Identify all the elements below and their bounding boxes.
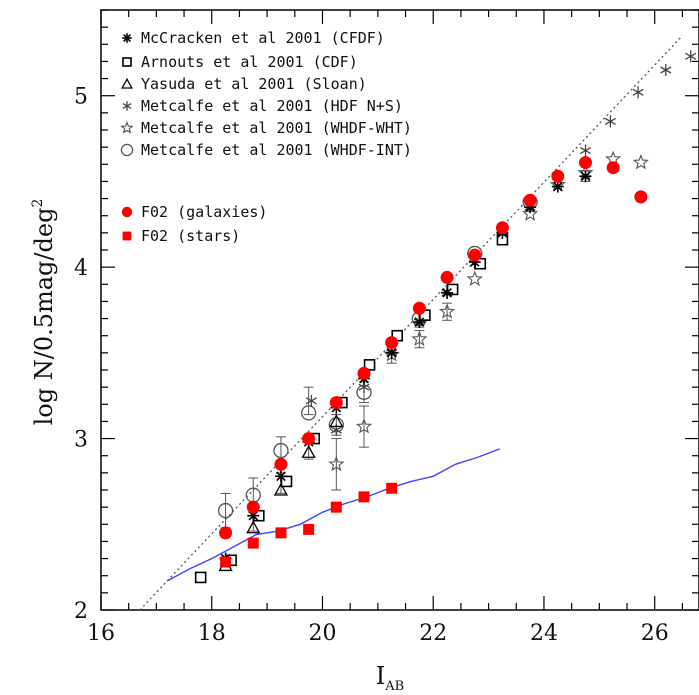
legend-label: Metcalfe et al 2001 (HDF N+S) bbox=[141, 97, 403, 115]
x-tick-label: 16 bbox=[87, 621, 115, 646]
data-point-circle-filled bbox=[385, 336, 399, 350]
data-point-star5-open bbox=[328, 455, 345, 472]
data-point-circle-filled bbox=[578, 156, 592, 170]
data-point-square-filled bbox=[358, 491, 370, 503]
x-axis-label-subscript: AB bbox=[384, 679, 404, 690]
x-tick-label: 26 bbox=[641, 621, 669, 646]
legend-label: F02 (galaxies) bbox=[141, 203, 267, 221]
y-tick-label: 2 bbox=[74, 599, 88, 624]
data-point-square-open bbox=[194, 571, 207, 584]
legend-marker bbox=[121, 77, 133, 89]
data-point-circle-filled bbox=[551, 169, 565, 183]
x-axis-label: IAB bbox=[376, 662, 404, 690]
data-point-star5-open bbox=[438, 303, 456, 319]
legend-marker bbox=[122, 57, 132, 67]
data-point-circle-open bbox=[300, 405, 317, 421]
data-point-star5-open bbox=[632, 154, 649, 170]
data-point-circle-filled bbox=[468, 248, 482, 262]
data-point-star6 bbox=[604, 115, 616, 128]
data-point-circle-filled bbox=[246, 500, 260, 514]
data-point-circle-filled bbox=[495, 221, 509, 235]
data-point-circle-filled bbox=[302, 432, 316, 446]
y-axis-label: log N/0.5mag/deg2 bbox=[30, 199, 58, 426]
data-point-star5-open bbox=[466, 270, 483, 287]
y-tick-label: 5 bbox=[74, 85, 88, 110]
legend-label: Metcalfe et al 2001 (WHDF-WHT) bbox=[141, 119, 412, 137]
data-point-circle-filled bbox=[634, 190, 648, 204]
plot-border bbox=[100, 9, 699, 611]
data-point-star6 bbox=[305, 394, 317, 407]
data-point-circle-filled bbox=[523, 193, 537, 207]
data-point-circle-filled bbox=[412, 301, 426, 315]
legend-label: Metcalfe et al 2001 (WHDF-INT) bbox=[141, 141, 412, 159]
data-point-asterisk bbox=[441, 286, 454, 299]
legend-label: McCracken et al 2001 (CFDF) bbox=[141, 29, 385, 47]
data-point-square-filled bbox=[330, 501, 342, 513]
data-point-circle-open bbox=[217, 502, 234, 519]
data-point-asterisk bbox=[274, 470, 287, 483]
data-point-square-filled bbox=[247, 537, 259, 549]
axis-ticks: 16 18 20 22 24 26 2 3 4 5 bbox=[74, 9, 699, 646]
data-point-triangle-open bbox=[301, 444, 316, 458]
legend-label: Arnouts et al 2001 (CDF) bbox=[141, 53, 358, 71]
data-point-circle-filled bbox=[274, 457, 288, 471]
legend-label: F02 (stars) bbox=[141, 227, 240, 245]
data-point-circle-filled bbox=[440, 270, 454, 284]
data-point-square-filled bbox=[220, 556, 232, 568]
data-point-asterisk bbox=[551, 180, 564, 193]
data-point-square-filled bbox=[275, 527, 287, 539]
data-point-square-filled bbox=[303, 523, 315, 535]
data-point-star5-open bbox=[411, 330, 428, 347]
reference-line bbox=[139, 35, 683, 611]
data-points bbox=[194, 50, 697, 584]
legend-marker bbox=[120, 120, 134, 134]
data-point-circle-open bbox=[273, 442, 289, 459]
x-tick-label: 24 bbox=[530, 621, 558, 646]
data-point-circle-filled bbox=[606, 161, 620, 175]
x-axis-label-main: I bbox=[376, 662, 385, 690]
data-point-circle-filled bbox=[357, 366, 371, 380]
data-point-star6 bbox=[579, 144, 592, 157]
data-point-star5-open bbox=[355, 418, 373, 434]
legend-marker bbox=[122, 231, 132, 241]
plot-frame bbox=[100, 9, 699, 611]
legend: McCracken et al 2001 (CFDF) Arnouts et al… bbox=[120, 29, 412, 245]
x-tick-label: 22 bbox=[419, 621, 447, 646]
y-tick-label: 3 bbox=[74, 428, 88, 453]
legend-marker bbox=[122, 33, 132, 43]
y-axis-label-superscript: 2 bbox=[30, 199, 46, 208]
data-point-square-open bbox=[363, 359, 376, 371]
data-point-circle-filled bbox=[219, 526, 233, 540]
error-bars bbox=[220, 170, 591, 532]
y-axis-label-main: log N/0.5mag/deg bbox=[30, 208, 58, 426]
data-point-square-filled bbox=[386, 482, 398, 494]
data-point-triangle-open bbox=[329, 414, 344, 428]
x-tick-label: 18 bbox=[198, 621, 226, 646]
data-point-asterisk bbox=[579, 170, 592, 183]
data-point-star6 bbox=[660, 64, 672, 76]
y-tick-label: 4 bbox=[74, 256, 88, 281]
data-point-asterisk bbox=[413, 316, 426, 328]
data-point-circle-filled bbox=[329, 396, 343, 410]
data-point-triangle-open bbox=[246, 520, 261, 534]
legend-marker bbox=[120, 143, 134, 157]
x-tick-label: 20 bbox=[308, 621, 336, 646]
legend-label: Yasuda et al 2001 (Sloan) bbox=[141, 75, 367, 93]
data-point-triangle-open bbox=[273, 482, 289, 496]
legend-marker bbox=[122, 101, 132, 111]
data-point-star5-open bbox=[522, 205, 539, 221]
data-point-star6 bbox=[685, 50, 697, 63]
legend-marker bbox=[121, 206, 133, 218]
data-point-star6 bbox=[632, 86, 644, 99]
